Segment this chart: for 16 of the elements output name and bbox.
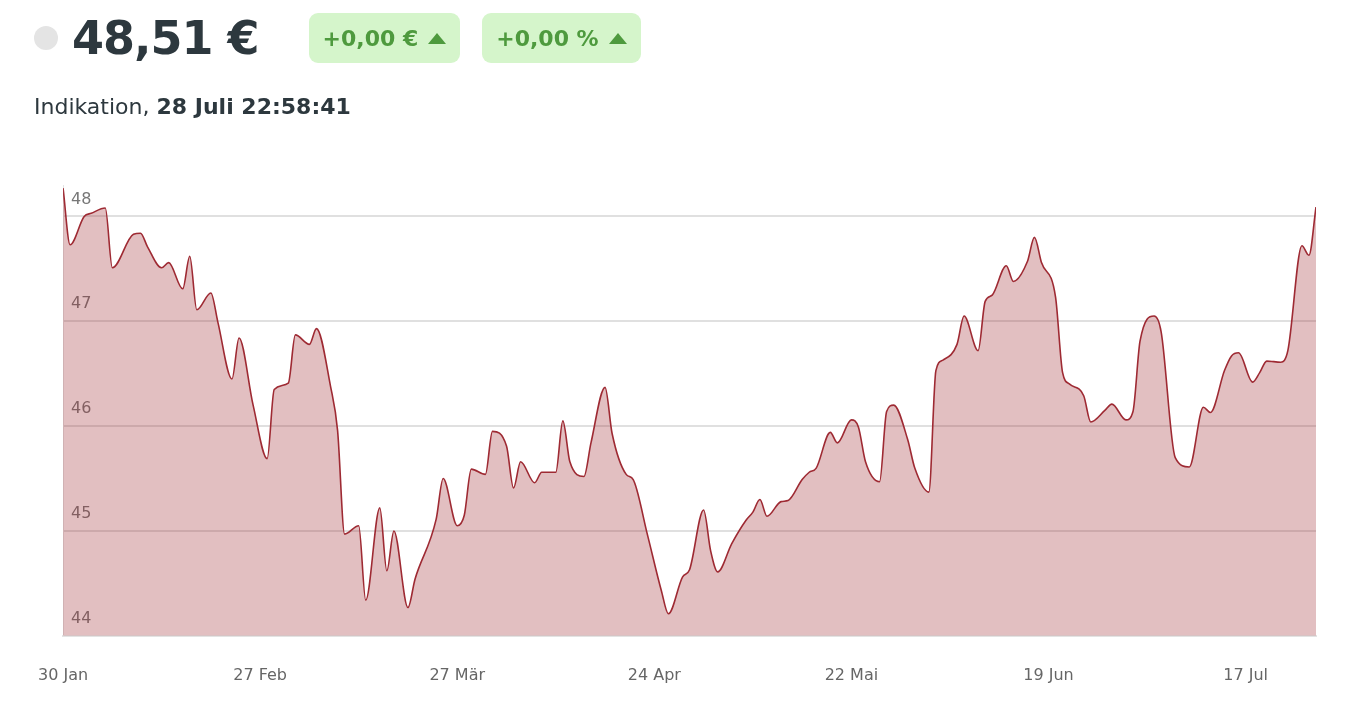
x-tick-label: 27 Mär: [429, 664, 486, 684]
chart-title: 48,51 €: [72, 11, 259, 65]
text: +0,00 %: [496, 25, 599, 51]
x-tick-label: 27 Feb: [233, 664, 288, 684]
y-tick-label: 47: [71, 293, 92, 313]
y-tick-label: 45: [71, 503, 92, 523]
x-tick-label: 17 Jul: [1223, 664, 1268, 684]
y-tick-label: 48: [71, 188, 92, 208]
x-tick-label: 24 Apr: [627, 664, 682, 684]
y-tick-label: 44: [71, 607, 92, 627]
chart-subtitle: Indikation, 28 Juli 22:58:41: [34, 94, 351, 119]
x-tick-label: 19 Jun: [1023, 664, 1074, 684]
x-tick-label: 30 Jan: [38, 664, 89, 684]
y-tick-label: 46: [71, 398, 92, 418]
x-tick-label: 22 Mai: [824, 664, 879, 684]
text: +0,00 €: [322, 25, 419, 51]
